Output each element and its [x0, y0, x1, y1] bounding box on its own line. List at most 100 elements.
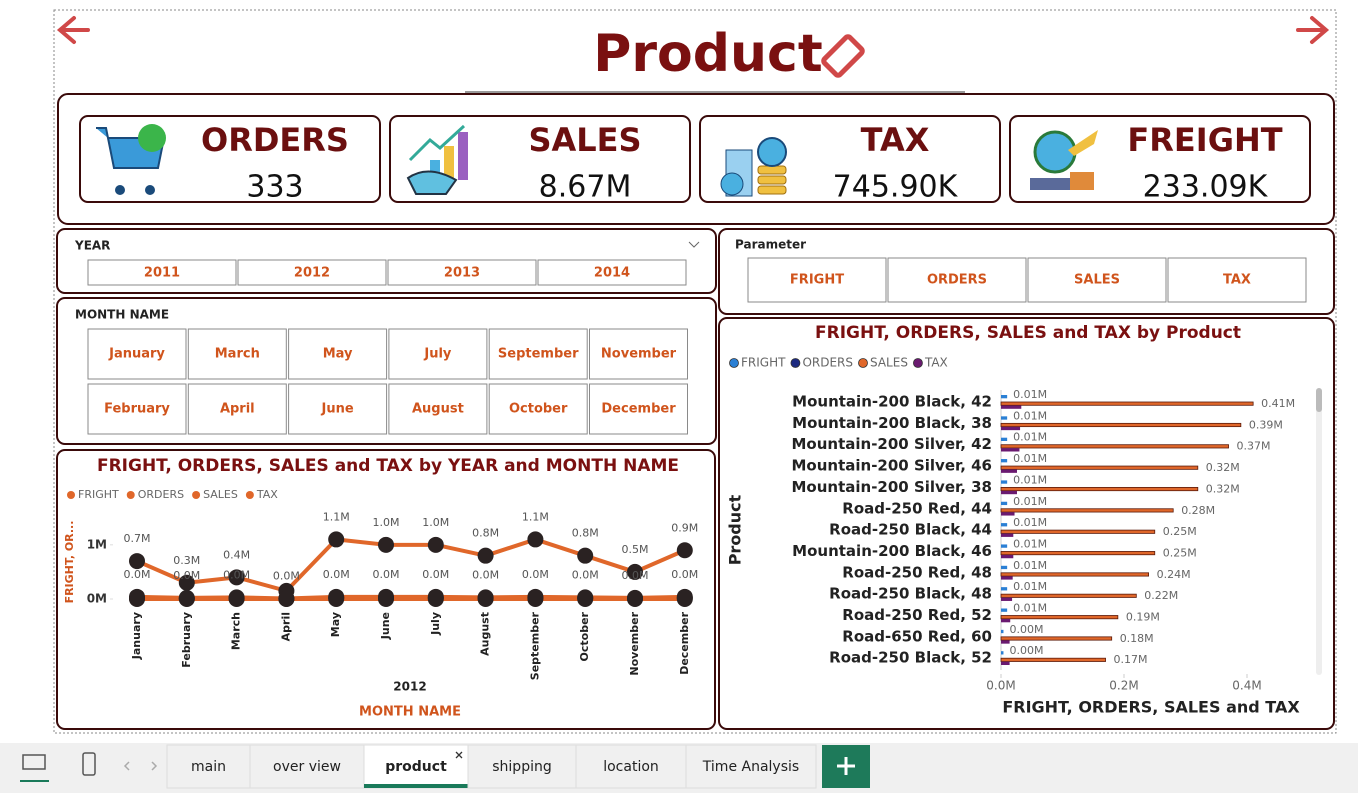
nav-arrows[interactable]	[56, 16, 1330, 44]
tab-label[interactable]: Time Analysis	[702, 759, 799, 775]
legend-swatch	[192, 491, 201, 499]
data-label: 0.25M	[1163, 546, 1197, 559]
data-point	[178, 589, 195, 606]
forward-arrow[interactable]	[1296, 16, 1330, 44]
slicer-option[interactable]: 2013	[444, 266, 480, 281]
slicer-option[interactable]: ORDERS	[927, 273, 987, 288]
chart-title: FRIGHT, ORDERS, SALES and TAX by YEAR an…	[97, 456, 679, 476]
legend-swatch	[913, 358, 923, 368]
tab[interactable]	[575, 744, 687, 789]
slicer-button[interactable]	[288, 383, 388, 435]
data-label: 1.1M	[323, 510, 350, 523]
dropdown-chevron[interactable]	[688, 241, 700, 248]
slicer-option[interactable]: October	[509, 402, 568, 417]
tab-label[interactable]: product	[385, 759, 447, 775]
slicer-button[interactable]	[747, 257, 887, 303]
slicer-option[interactable]: August	[412, 402, 464, 417]
tab[interactable]	[166, 744, 251, 789]
bar	[1001, 661, 1010, 665]
phone-icon[interactable]	[82, 752, 96, 776]
category-label: Mountain-200 Black, 46	[792, 542, 992, 560]
data-label: 0.0M	[373, 568, 400, 581]
ship-icon	[1030, 178, 1070, 190]
slicer-button[interactable]	[1167, 257, 1307, 303]
bar	[1001, 651, 1004, 655]
report-frame	[53, 9, 1337, 734]
data-label: 0.01M	[1013, 388, 1047, 401]
dollar-icon	[757, 137, 787, 167]
x-tick-label: August	[479, 612, 492, 656]
legend-swatch	[126, 491, 135, 499]
slicer-button[interactable]	[187, 328, 287, 380]
bar	[1001, 395, 1008, 399]
bar	[1001, 608, 1008, 612]
close-icon[interactable]	[455, 751, 463, 759]
slicer-button[interactable]	[589, 383, 688, 435]
desktop-icon[interactable]	[22, 754, 46, 770]
bar	[1001, 565, 1008, 570]
data-label: 0.3M	[173, 554, 200, 567]
slicer-option[interactable]: January	[108, 347, 165, 362]
slicer-button[interactable]	[887, 257, 1027, 303]
tab-label[interactable]: main	[191, 759, 226, 775]
tab-label[interactable]: over view	[273, 759, 341, 775]
slicer-option[interactable]: 2012	[294, 266, 330, 281]
slicer-option[interactable]: TAX	[1223, 273, 1251, 288]
legend-label: TAX	[256, 488, 278, 501]
slicer-button[interactable]	[387, 259, 537, 286]
slicer-option[interactable]: February	[104, 402, 170, 417]
slicer-button[interactable]	[488, 328, 588, 380]
slicer-button[interactable]	[488, 383, 588, 435]
back-arrow[interactable]	[56, 16, 90, 44]
legend-label: TAX	[924, 356, 948, 370]
tab[interactable]	[363, 744, 469, 789]
slicer-option[interactable]: 2011	[144, 266, 180, 281]
bar-icon	[458, 132, 468, 180]
legend-label: ORDERS	[802, 356, 853, 370]
slicer-option[interactable]: April	[220, 402, 255, 417]
tab[interactable]	[685, 744, 817, 789]
slicer-option[interactable]: 2014	[594, 266, 630, 281]
slicer-button[interactable]	[388, 328, 488, 380]
tab-label[interactable]: shipping	[492, 759, 551, 775]
data-label: 0.01M	[1013, 495, 1047, 508]
data-label: 0.0M	[472, 568, 499, 581]
kpi-value: 8.67M	[539, 170, 632, 205]
slicer-button[interactable]	[1027, 257, 1167, 303]
view-icons[interactable]	[20, 752, 158, 782]
slicer-button[interactable]	[589, 328, 688, 380]
bar	[1001, 554, 1014, 559]
category-label: Mountain-200 Black, 38	[792, 414, 992, 432]
tab-scroll[interactable]	[123, 761, 158, 771]
category-label: Road-250 Black, 44	[829, 521, 992, 539]
slicer-option[interactable]: December	[601, 402, 676, 417]
slicer-option[interactable]: May	[323, 347, 353, 362]
slicer-button[interactable]	[187, 383, 287, 435]
data-label: 0.18M	[1120, 632, 1154, 645]
bar	[1000, 508, 1174, 513]
data-point	[477, 547, 494, 564]
tab[interactable]	[467, 744, 577, 789]
slicer-option[interactable]: July	[423, 347, 452, 362]
data-label: 0.0M	[622, 569, 649, 582]
x-tick-label: April	[279, 612, 292, 641]
slicer-option[interactable]: November	[601, 347, 677, 362]
slicer-option[interactable]: June	[321, 402, 354, 417]
slicer-option[interactable]: March	[215, 347, 260, 362]
slicer-button[interactable]	[288, 328, 388, 380]
tab-label[interactable]: location	[603, 759, 659, 775]
scrollbar[interactable]	[1316, 388, 1322, 675]
tab-underline	[364, 784, 468, 788]
slicer-option[interactable]: September	[498, 347, 579, 362]
slicer-button[interactable]	[237, 259, 387, 286]
slicer-option[interactable]: FRIGHT	[790, 273, 844, 288]
slicer-button[interactable]	[87, 383, 187, 435]
data-label: 0.8M	[472, 527, 499, 540]
slicer-button[interactable]	[537, 259, 687, 286]
slicer-option[interactable]: SALES	[1074, 273, 1120, 288]
slicer-button[interactable]	[87, 328, 187, 380]
scroll-thumb[interactable]	[1316, 388, 1322, 412]
slicer-button[interactable]	[87, 259, 237, 286]
slicer-button[interactable]	[388, 383, 488, 435]
bar	[1001, 490, 1017, 495]
